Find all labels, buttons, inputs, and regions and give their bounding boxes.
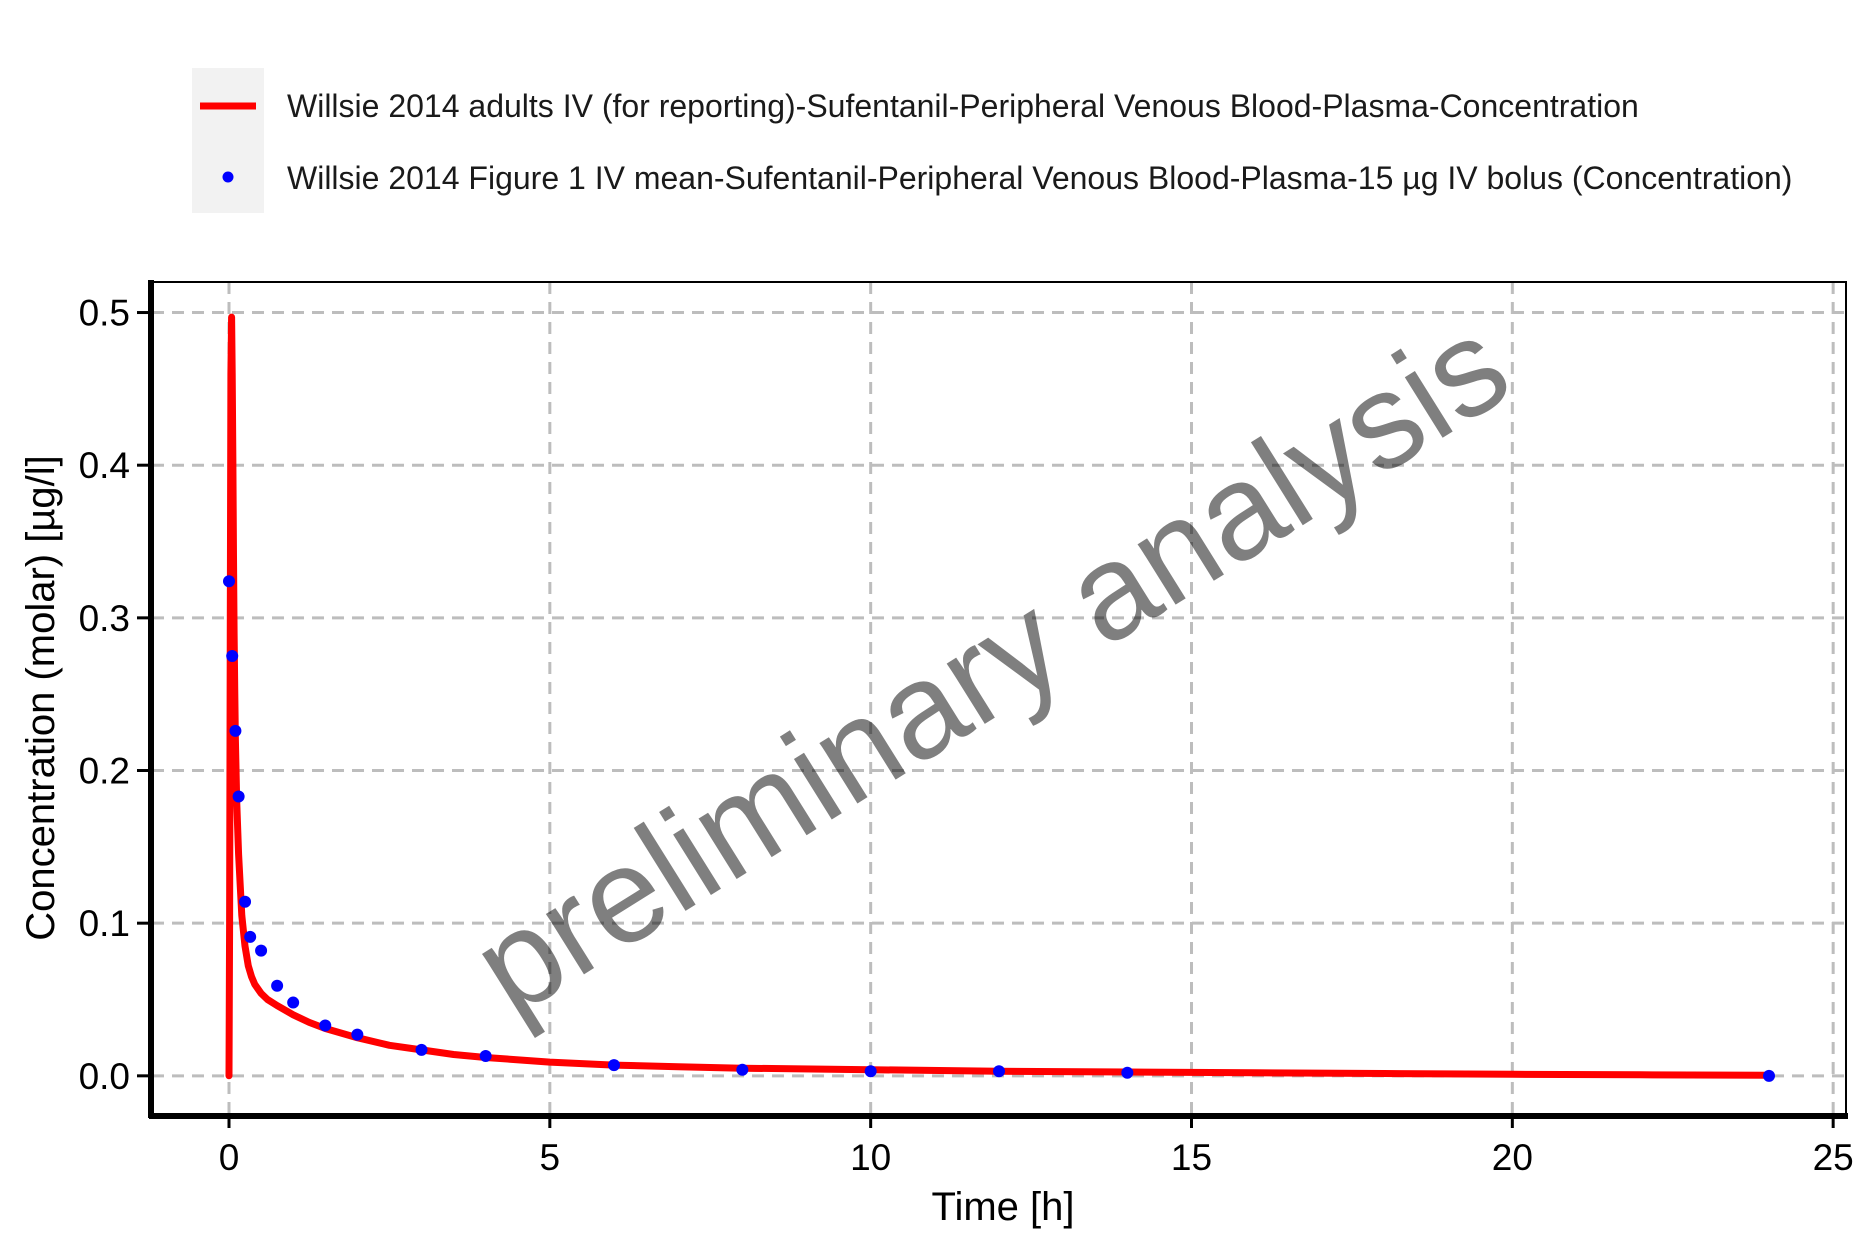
data-point xyxy=(255,944,268,957)
y-tick-label: 0.1 xyxy=(79,903,130,944)
data-point xyxy=(271,979,284,992)
data-point xyxy=(232,790,245,803)
y-axis-ticks: 0.0 0.1 0.2 0.3 0.4 0.5 xyxy=(79,293,151,1097)
legend-label-scatter-series: Willsie 2014 Figure 1 IV mean-Sufentanil… xyxy=(287,160,1792,196)
legend-key-point xyxy=(222,171,234,183)
data-point xyxy=(319,1019,332,1032)
x-tick-label: 0 xyxy=(219,1137,240,1178)
y-axis-title: Concentration (molar) [µg/l] xyxy=(19,455,63,940)
scatter-series-layer xyxy=(223,575,1775,1082)
watermark-text: preliminary analysis xyxy=(448,287,1533,1043)
data-point xyxy=(226,650,239,663)
data-point xyxy=(608,1059,620,1072)
y-tick-label: 0.4 xyxy=(79,445,130,486)
y-tick-label: 0.3 xyxy=(79,598,130,639)
y-tick-label: 0.0 xyxy=(79,1056,130,1097)
x-axis-title: Time [h] xyxy=(932,1185,1075,1229)
data-point xyxy=(229,724,242,737)
data-point xyxy=(864,1065,877,1078)
legend-key-background xyxy=(192,68,264,213)
data-point xyxy=(223,575,235,588)
data-point xyxy=(1763,1069,1775,1082)
x-tick-label: 20 xyxy=(1492,1137,1533,1178)
data-point xyxy=(736,1063,749,1076)
data-point xyxy=(287,996,300,1009)
data-point xyxy=(239,895,252,908)
x-tick-label: 25 xyxy=(1813,1137,1854,1178)
data-point xyxy=(1121,1066,1134,1079)
plot-area: 0 5 10 15 20 25 0.0 0.1 0.2 0.3 0.4 0.5 xyxy=(79,280,1854,1178)
x-tick-label: 15 xyxy=(1171,1137,1212,1178)
data-point xyxy=(351,1028,364,1041)
line-series-layer xyxy=(225,313,1773,1080)
grid xyxy=(152,282,1846,1114)
y-tick-label: 0.2 xyxy=(79,751,130,792)
data-point xyxy=(415,1043,428,1056)
series-line xyxy=(225,313,1773,1080)
data-point xyxy=(993,1065,1005,1078)
x-tick-label: 10 xyxy=(850,1137,891,1178)
legend: Willsie 2014 adults IV (for reporting)-S… xyxy=(192,68,1792,213)
data-point xyxy=(244,930,257,943)
legend-label-line-series: Willsie 2014 adults IV (for reporting)-S… xyxy=(287,88,1639,124)
x-axis-ticks: 0 5 10 15 20 25 xyxy=(219,1116,1854,1178)
y-tick-label: 0.5 xyxy=(79,293,130,334)
x-tick-label: 5 xyxy=(540,1137,561,1178)
data-point xyxy=(479,1049,492,1062)
